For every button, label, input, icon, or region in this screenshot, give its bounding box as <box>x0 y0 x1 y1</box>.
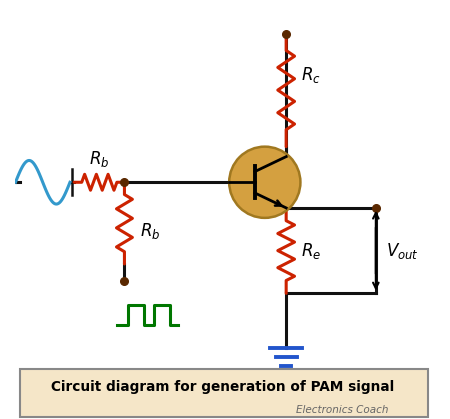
Text: Circuit diagram for generation of PAM signal: Circuit diagram for generation of PAM si… <box>51 380 395 394</box>
FancyBboxPatch shape <box>20 369 428 417</box>
Text: $V_{out}$: $V_{out}$ <box>386 241 419 261</box>
Text: $R_b$: $R_b$ <box>140 222 161 241</box>
Text: $R_b$: $R_b$ <box>89 149 109 169</box>
Text: Electronics Coach: Electronics Coach <box>296 405 388 415</box>
Text: $R_c$: $R_c$ <box>301 65 320 85</box>
Text: $R_e$: $R_e$ <box>301 241 321 261</box>
Circle shape <box>229 147 301 218</box>
